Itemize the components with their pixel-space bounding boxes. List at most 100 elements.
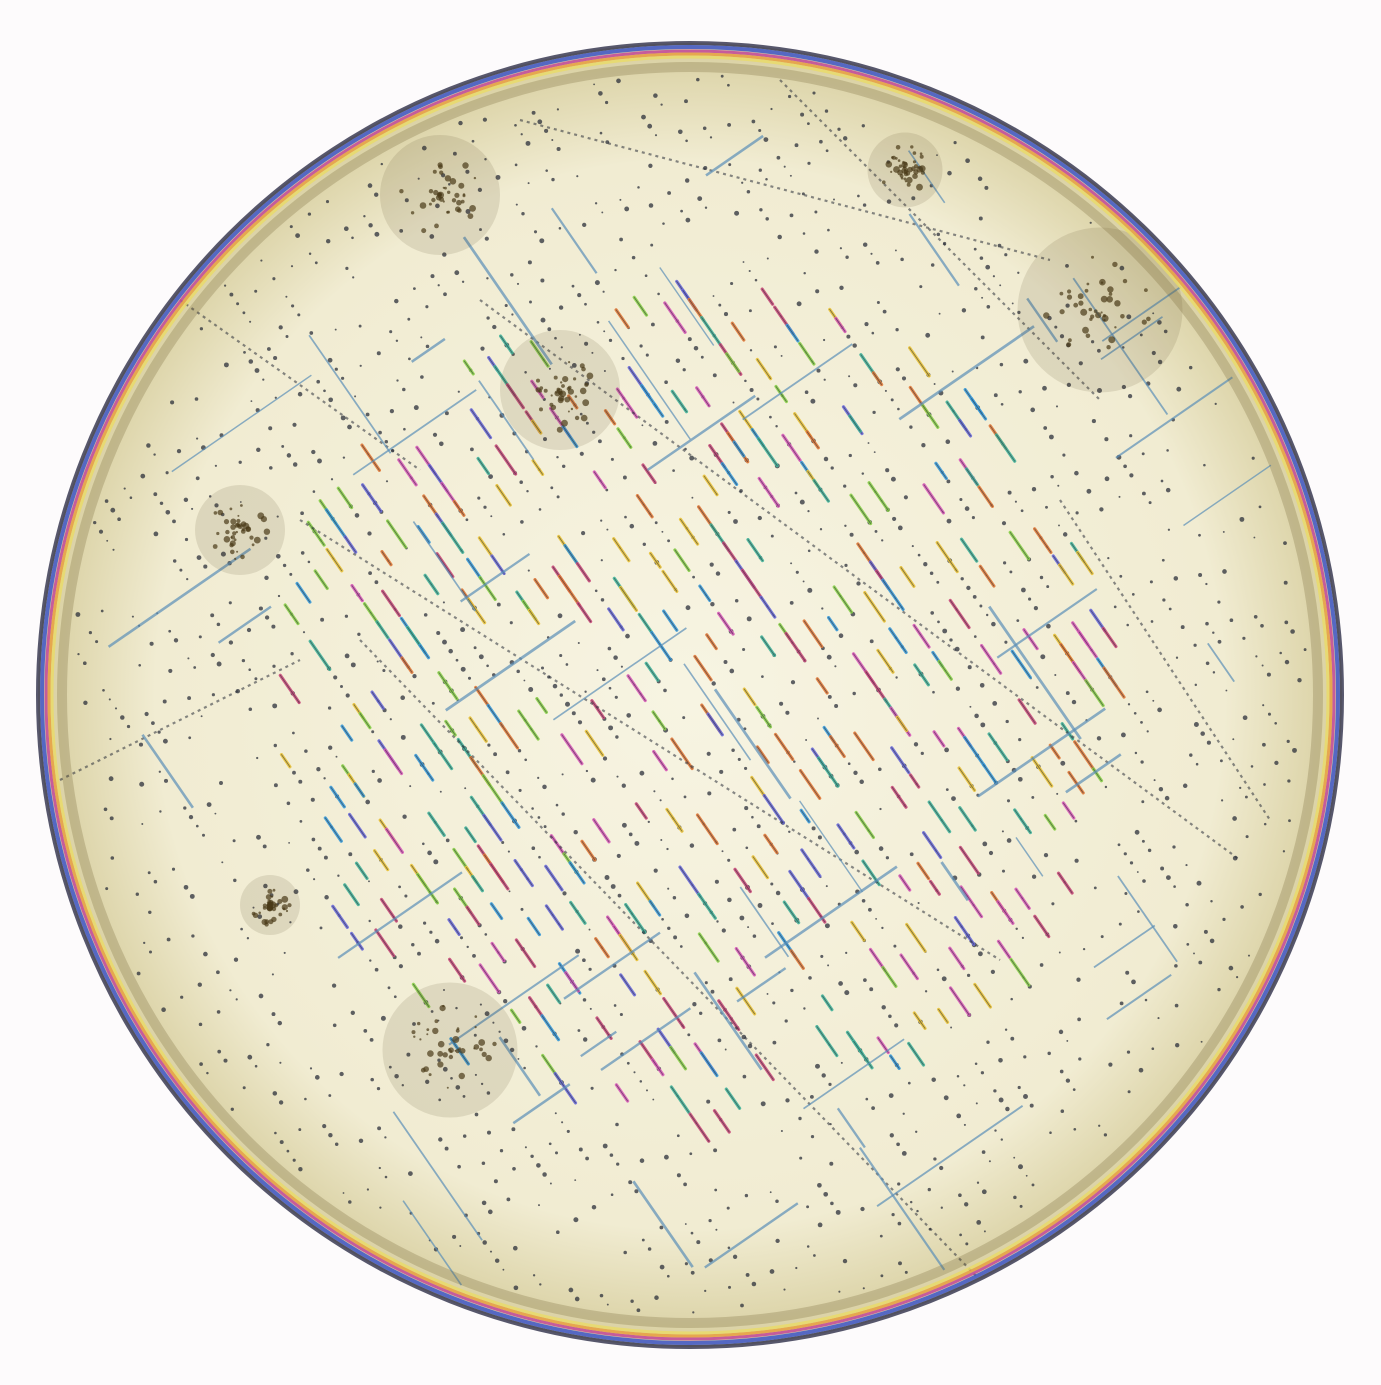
crystal-dot (1050, 474, 1054, 479)
crystal-dot (374, 192, 379, 197)
crystal-dot (1297, 678, 1302, 683)
crystal-dot (861, 898, 866, 903)
crystal-dot (578, 1147, 583, 1152)
crystal-dot (1100, 935, 1104, 939)
crystal-dot (881, 926, 884, 930)
cluster-particle (910, 145, 914, 149)
cluster-particle (550, 394, 553, 397)
crystal-dot (195, 476, 200, 481)
streak-line (479, 299, 1241, 861)
crystal-dot (138, 663, 142, 667)
crystal-dot (770, 107, 773, 111)
crystal-dot (214, 812, 217, 815)
crystal-dot (508, 890, 511, 893)
crystal-dot (98, 529, 104, 534)
crystal-dot (946, 479, 951, 484)
crystal-dot (843, 484, 847, 488)
cluster-particle (455, 1028, 460, 1033)
crystal-dot (370, 1077, 374, 1082)
crystal-bar-edge (955, 917, 975, 945)
crystal-dot (628, 1180, 633, 1185)
crystal-dot (277, 1020, 283, 1026)
crystal-dot (1043, 852, 1049, 858)
crystal-dot (211, 693, 215, 697)
crystal-dot (1236, 976, 1239, 979)
crystal-dot (108, 698, 111, 701)
cluster-particle (442, 1052, 448, 1058)
crystal-dot (413, 405, 419, 411)
crystal-dot (216, 970, 220, 975)
crystal-dot (345, 266, 349, 270)
crystal-dot (1040, 654, 1046, 660)
cluster-particle (234, 557, 237, 561)
crystal-dot (445, 838, 450, 843)
crystal-bar-edge (1074, 741, 1095, 771)
crystal-bar-edge (448, 919, 460, 935)
crystal-dot (807, 122, 810, 125)
cluster-particle (237, 523, 244, 529)
crystal-dot (172, 559, 177, 563)
crystal-dot (358, 1138, 364, 1144)
cluster-particle (434, 1019, 439, 1024)
crystal-dot (290, 652, 294, 656)
cluster-particle (217, 509, 224, 516)
crystal-dot (892, 516, 897, 521)
crystal-bar-edge (490, 903, 503, 919)
crystal-dot (1157, 1017, 1160, 1020)
crystal-dot (1123, 464, 1127, 469)
crystal-bar-edge (466, 906, 480, 925)
crystal-dot (590, 1086, 594, 1090)
crystal-dot (486, 1091, 491, 1095)
crystal-bar-edge (469, 717, 487, 742)
crystal-dot (777, 234, 782, 240)
crystal-bar-edge (835, 317, 846, 332)
crystal-dot (1140, 760, 1144, 764)
cluster-particle (560, 381, 563, 384)
crystal-dot (384, 1175, 388, 1179)
cluster-particle (272, 888, 276, 892)
crystal-dot (75, 612, 81, 617)
crystal-dot (184, 537, 189, 542)
crystal-bar-edge (891, 787, 907, 808)
crystal-dot (582, 958, 586, 963)
crystal-dot (1284, 620, 1289, 625)
crystal-dot (1133, 711, 1137, 715)
crystal-dot (333, 675, 338, 680)
crystal-dot (350, 1010, 355, 1015)
crystal-bar-edge (516, 939, 535, 967)
crystal-dot (1046, 623, 1051, 629)
crystal-dot (371, 769, 375, 774)
crystal-bar-edge (344, 536, 357, 553)
crystal-dot (406, 1052, 411, 1057)
crystal-dot (913, 742, 919, 747)
crystal-dot (448, 648, 453, 654)
crystal-dot (139, 781, 145, 787)
cluster-particle (1067, 289, 1072, 294)
nucleation-clusters (195, 132, 1183, 1118)
crystal-bar-edge (477, 458, 489, 474)
crystal-dot (619, 1012, 623, 1017)
crystal-dot (692, 1311, 695, 1314)
crystal-dot (1074, 858, 1079, 863)
crystal-bar-edge (850, 494, 871, 524)
crystal-dot (615, 1122, 619, 1127)
crystal-bar-edge (562, 426, 578, 447)
crystal-dot (829, 1122, 832, 1126)
needle-crystal (858, 1146, 946, 1271)
crystal-dot (718, 303, 722, 307)
crystal-dot (347, 424, 352, 430)
crystal-dot (1157, 359, 1163, 365)
cluster-particle (474, 1026, 477, 1029)
crystal-dot (1149, 580, 1153, 584)
crystal-dot (601, 211, 604, 214)
crystal-dot (444, 411, 449, 416)
crystal-bar-edge (376, 621, 389, 639)
crystal-dot (384, 439, 389, 444)
cluster-particle (399, 189, 404, 194)
needle-crystal (1106, 973, 1172, 1021)
cluster-particle (431, 197, 436, 203)
crystal-dot (104, 499, 109, 503)
crystal-bar-edge (479, 964, 500, 993)
crystal-dot (507, 850, 510, 853)
crystal-dot (737, 757, 741, 761)
